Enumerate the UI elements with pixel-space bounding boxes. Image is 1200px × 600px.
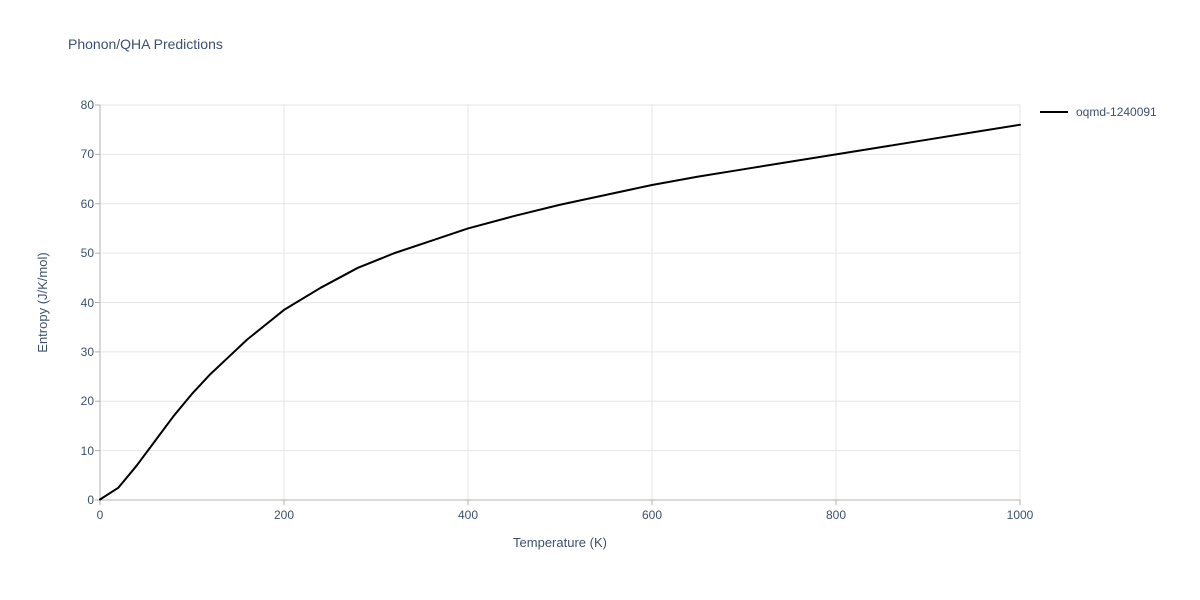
y-tick-label: 0 [70, 493, 94, 507]
y-tick-label: 30 [70, 345, 94, 359]
y-tick-label: 40 [70, 296, 94, 310]
legend: oqmd-1240091 [1040, 105, 1157, 119]
y-tick-label: 70 [70, 147, 94, 161]
legend-line-icon [1040, 111, 1068, 113]
y-tick-label: 10 [70, 444, 94, 458]
y-tick-label: 80 [70, 98, 94, 112]
chart-title: Phonon/QHA Predictions [68, 36, 223, 52]
x-tick-label: 0 [97, 508, 104, 522]
x-tick-label: 1000 [1007, 508, 1034, 522]
y-tick-label: 60 [70, 197, 94, 211]
y-tick-label: 50 [70, 246, 94, 260]
x-tick-label: 200 [274, 508, 294, 522]
legend-label: oqmd-1240091 [1076, 105, 1157, 119]
plot-area [100, 105, 1020, 500]
x-tick-label: 400 [458, 508, 478, 522]
y-axis-label: Entropy (J/K/mol) [35, 105, 50, 500]
y-tick-label: 20 [70, 394, 94, 408]
x-tick-label: 800 [826, 508, 846, 522]
x-axis-label: Temperature (K) [100, 535, 1020, 550]
x-tick-label: 600 [642, 508, 662, 522]
chart-container: Phonon/QHA Predictions 02004006008001000… [0, 0, 1200, 600]
